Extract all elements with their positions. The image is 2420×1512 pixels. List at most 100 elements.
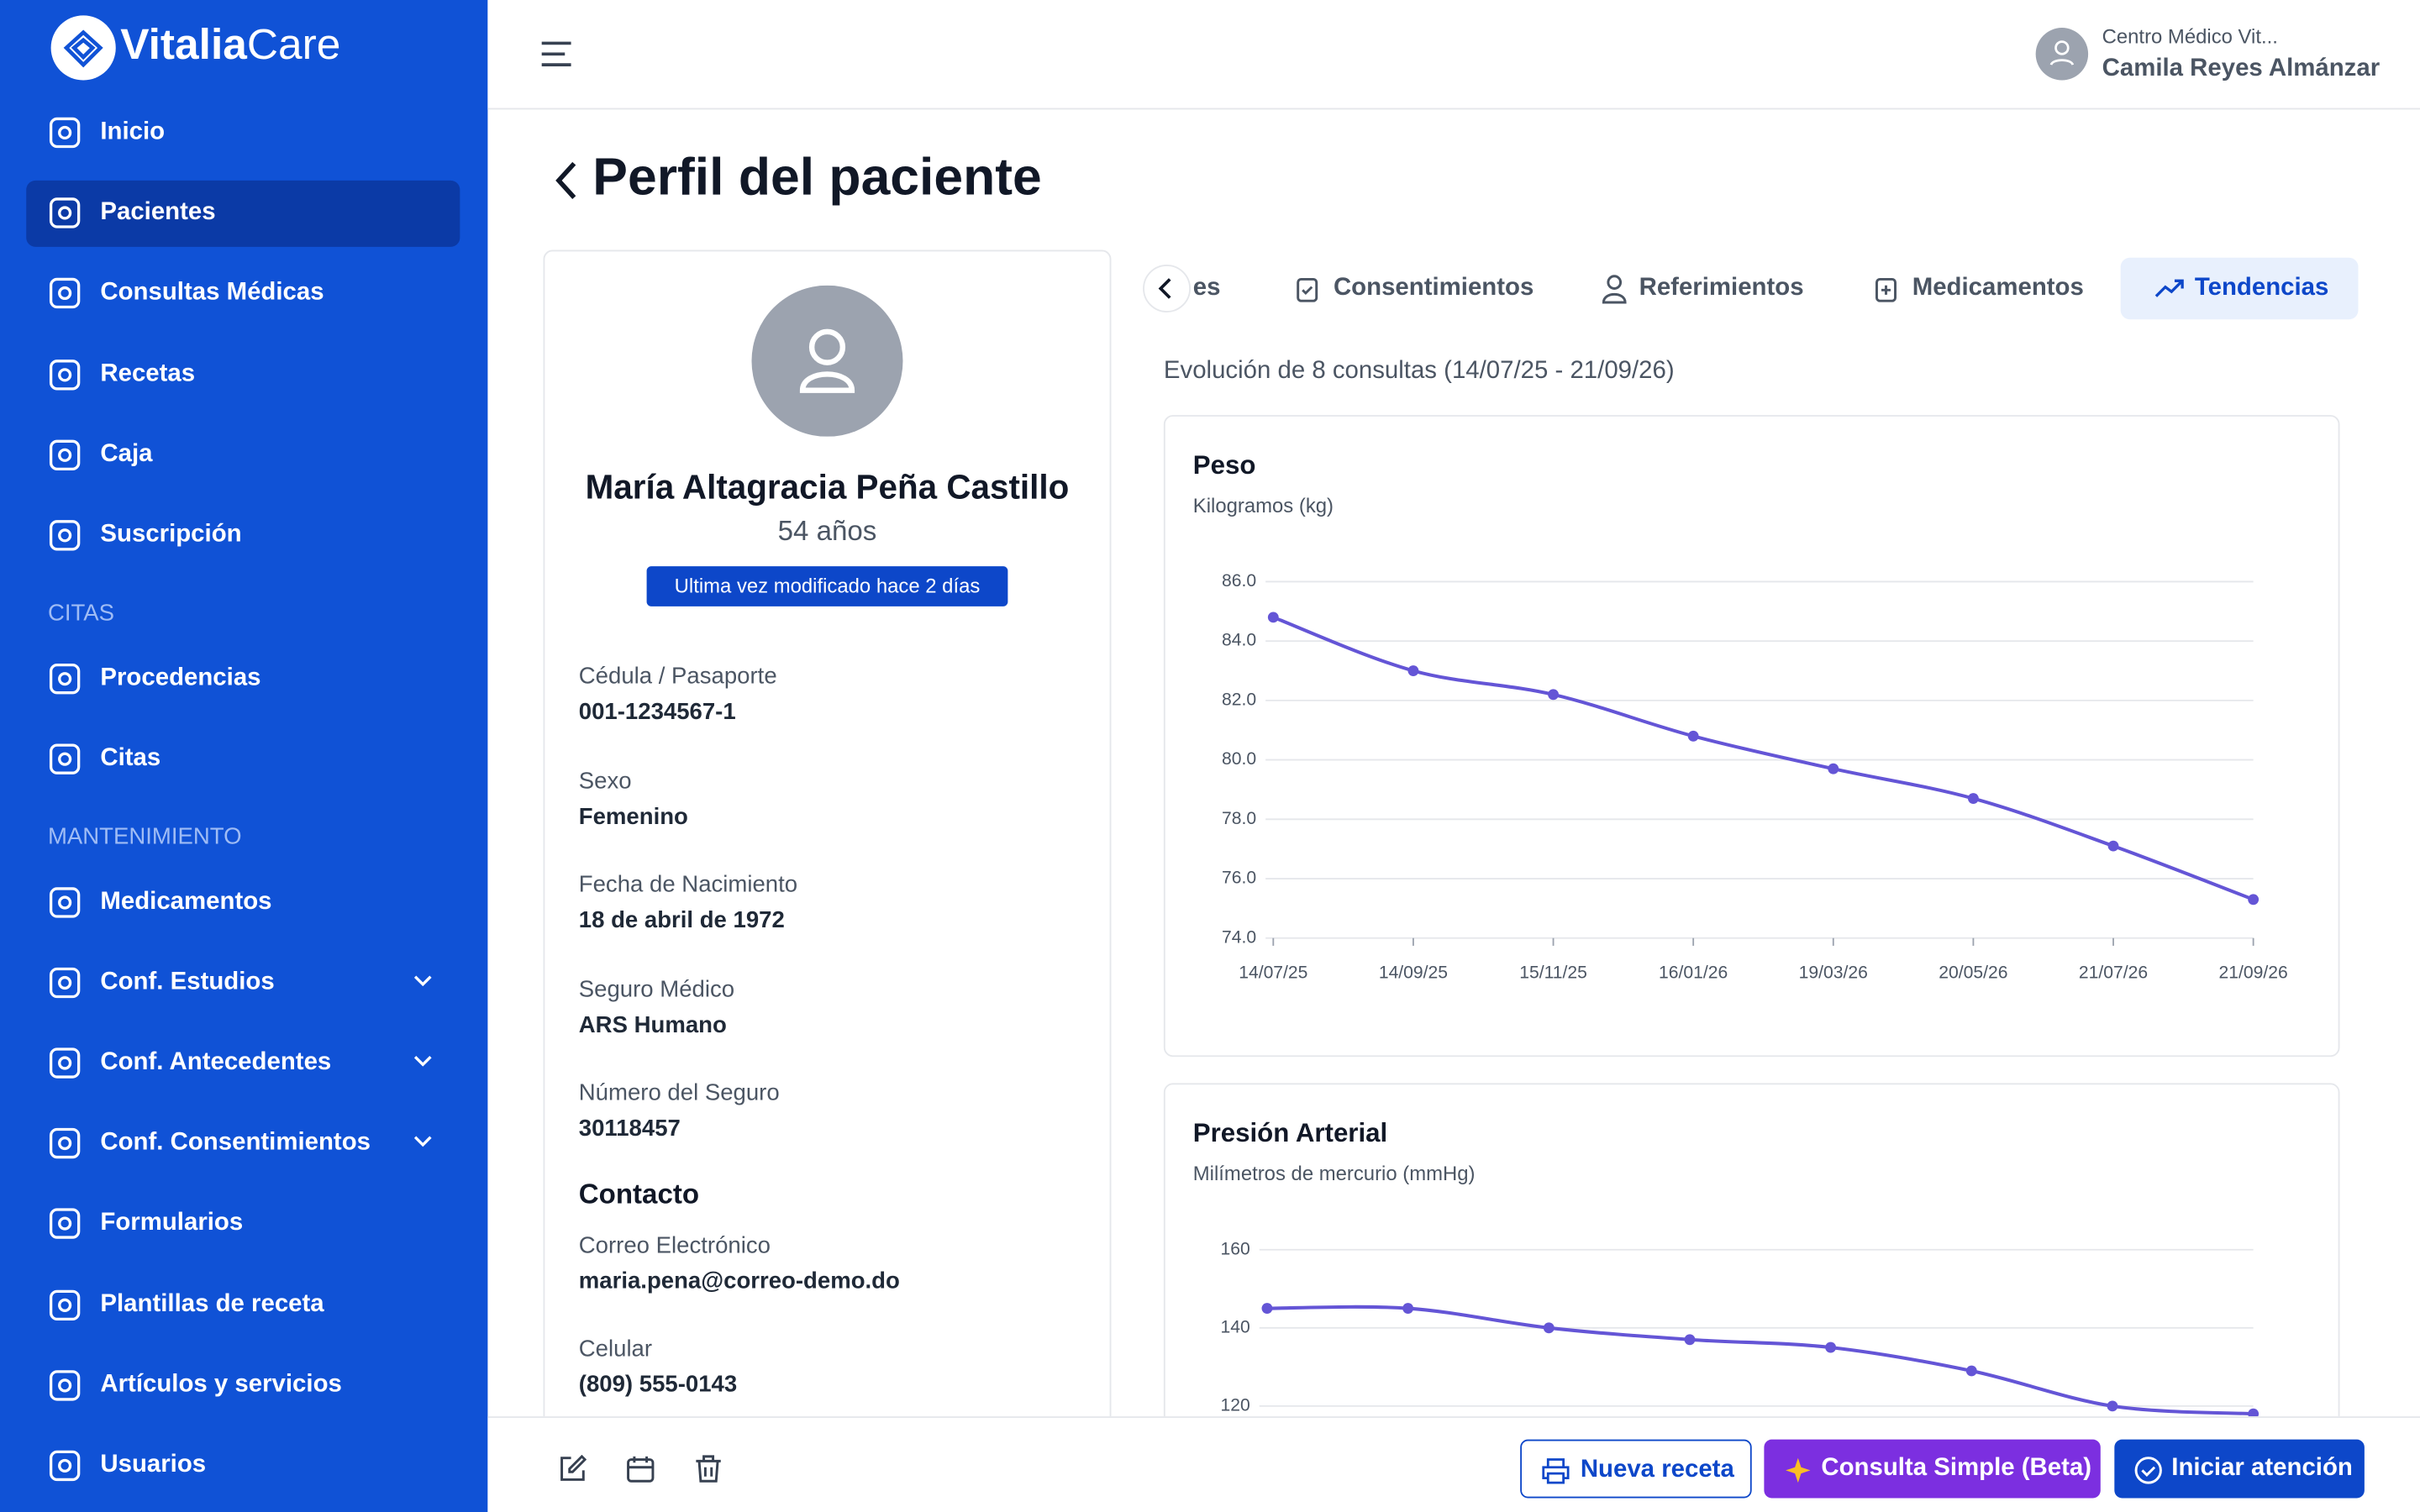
icon-shape: [49, 1047, 81, 1079]
field-value: (809) 555-0143: [578, 1371, 738, 1399]
tab-scroll-left[interactable]: [1142, 264, 1192, 313]
nav-item[interactable]: Pacientes: [26, 181, 460, 248]
nav-item[interactable]: Conf. Consentimientos: [26, 1110, 460, 1177]
calendar-button[interactable]: [627, 1455, 655, 1483]
nav-item[interactable]: Recetas: [26, 342, 460, 408]
y-tick-label: 80.0: [1222, 749, 1256, 769]
icon-shape: [49, 359, 81, 390]
point: [1965, 1365, 1977, 1377]
tab[interactable]: es: [1193, 258, 1239, 319]
icon-shape: [58, 1458, 72, 1473]
field-value: 001-1234567-1: [578, 699, 736, 726]
icon-shape: [58, 448, 72, 462]
point: [1548, 689, 1559, 701]
nav-item[interactable]: Formularios: [26, 1191, 460, 1257]
delete-button[interactable]: [695, 1455, 723, 1483]
icon-shape: [49, 1127, 81, 1159]
icon-shape: [49, 743, 81, 774]
nav-item[interactable]: Conf. Estudios: [26, 950, 460, 1016]
tab-label: Tendencias: [2194, 274, 2329, 302]
sidebar: VitaliaCare Inicio Pacientes Consultas Méd…: [0, 0, 488, 1512]
field-value: 18 de abril de 1972: [578, 907, 785, 934]
icon-shape: [49, 520, 81, 551]
nav-item[interactable]: Inicio: [26, 100, 460, 166]
tab[interactable]: Referimientos: [1590, 258, 1837, 319]
edit-button[interactable]: [559, 1455, 587, 1483]
nav-icon: [49, 197, 81, 228]
nav-label: Conf. Estudios: [100, 969, 275, 995]
nav-label: Conf. Consentimientos: [100, 1129, 371, 1156]
tab-active[interactable]: Tendencias: [2120, 257, 2359, 320]
nav-icon: [49, 520, 81, 551]
point: [1967, 793, 1979, 804]
start-attention-button[interactable]: Iniciar atención: [2114, 1439, 2365, 1499]
nav-label: Medicamentos: [100, 888, 272, 916]
icon-shape: [49, 278, 81, 309]
x-tick-label: 21/07/26: [2079, 963, 2148, 983]
y-tick-label: 86.0: [1222, 571, 1256, 591]
footer: Nueva receta Consulta Simple (Beta) Inic…: [487, 1416, 2420, 1512]
tab-label: Consentimientos: [1333, 274, 1534, 302]
back-button[interactable]: [553, 159, 581, 202]
tab[interactable]: Medicamentos: [1861, 258, 2108, 319]
nav-item[interactable]: Artículos y servicios: [26, 1353, 460, 1420]
page-title: Perfil del paciente: [592, 148, 1042, 207]
nav-label: Pacientes: [100, 199, 216, 226]
nav-item[interactable]: Consultas Médicas: [26, 261, 460, 328]
tab-label: es: [1192, 274, 1221, 302]
nav-item[interactable]: Medicamentos: [26, 870, 460, 937]
point: [2248, 894, 2260, 906]
nav-item[interactable]: Suscripción: [26, 503, 460, 570]
chart-subtitle: Kilogramos (kg): [1192, 493, 1334, 517]
icon-shape: [58, 1136, 72, 1151]
patient-name: María Altagracia Peña Castillo: [585, 467, 1070, 507]
point: [1828, 763, 1839, 774]
nav-item[interactable]: Procedencias: [26, 647, 460, 713]
point: [1684, 1334, 1696, 1346]
logo[interactable]: VitaliaCare: [120, 20, 340, 70]
button-label: Nueva receta: [1580, 1456, 1734, 1483]
user-avatar[interactable]: [2034, 26, 2090, 81]
y-tick-label: 78.0: [1222, 809, 1256, 828]
field-label: Celular: [578, 1336, 653, 1362]
x-tick-label: 14/07/25: [1239, 963, 1307, 983]
nav-item[interactable]: Citas: [26, 727, 460, 793]
nav-item[interactable]: Usuarios: [26, 1433, 460, 1499]
nav-icon: [49, 1047, 81, 1079]
expand-icon: [413, 1136, 432, 1147]
section-title: Contacto: [578, 1178, 700, 1210]
simple-consult-button[interactable]: Consulta Simple (Beta): [1764, 1439, 2101, 1499]
field-value: ARS Humano: [578, 1011, 727, 1038]
logo-bold: Vitalia: [120, 19, 247, 68]
expand-icon: [413, 1055, 432, 1067]
point: [1407, 665, 1419, 676]
nav-item[interactable]: Conf. Antecedentes: [26, 1031, 460, 1097]
nav-label: Conf. Antecedentes: [100, 1048, 332, 1076]
icon-shape: [58, 528, 72, 543]
point: [1687, 730, 1699, 742]
nav-label: Citas: [100, 745, 161, 772]
point: [2107, 1400, 2118, 1412]
point: [1543, 1322, 1555, 1334]
icon-shape: [49, 887, 81, 918]
menu-toggle[interactable]: [540, 40, 574, 68]
logo-icon: [50, 15, 116, 81]
tab[interactable]: Consentimientos: [1281, 258, 1559, 319]
point: [2107, 840, 2119, 852]
field-value: 30118457: [578, 1115, 681, 1142]
nav-icon: [49, 1127, 81, 1159]
new-prescription-button[interactable]: Nueva receta: [1520, 1439, 1752, 1499]
icon-shape: [413, 975, 432, 987]
nav-item[interactable]: Plantillas de receta: [26, 1273, 460, 1339]
icon-shape: [58, 1056, 72, 1070]
button-label: Consulta Simple (Beta): [1821, 1455, 2092, 1482]
field-value: Femenino: [578, 803, 688, 830]
icon-shape: [413, 1055, 432, 1067]
y-tick-label: 160: [1221, 1239, 1250, 1258]
y-tick-label: 120: [1221, 1395, 1250, 1415]
line: [1266, 1305, 2254, 1416]
trend-summary: Evolución de 8 consultas (14/07/25 - 21/…: [1163, 358, 1675, 385]
field-label: Correo Electrónico: [578, 1231, 771, 1258]
nav-item[interactable]: Caja: [26, 423, 460, 489]
